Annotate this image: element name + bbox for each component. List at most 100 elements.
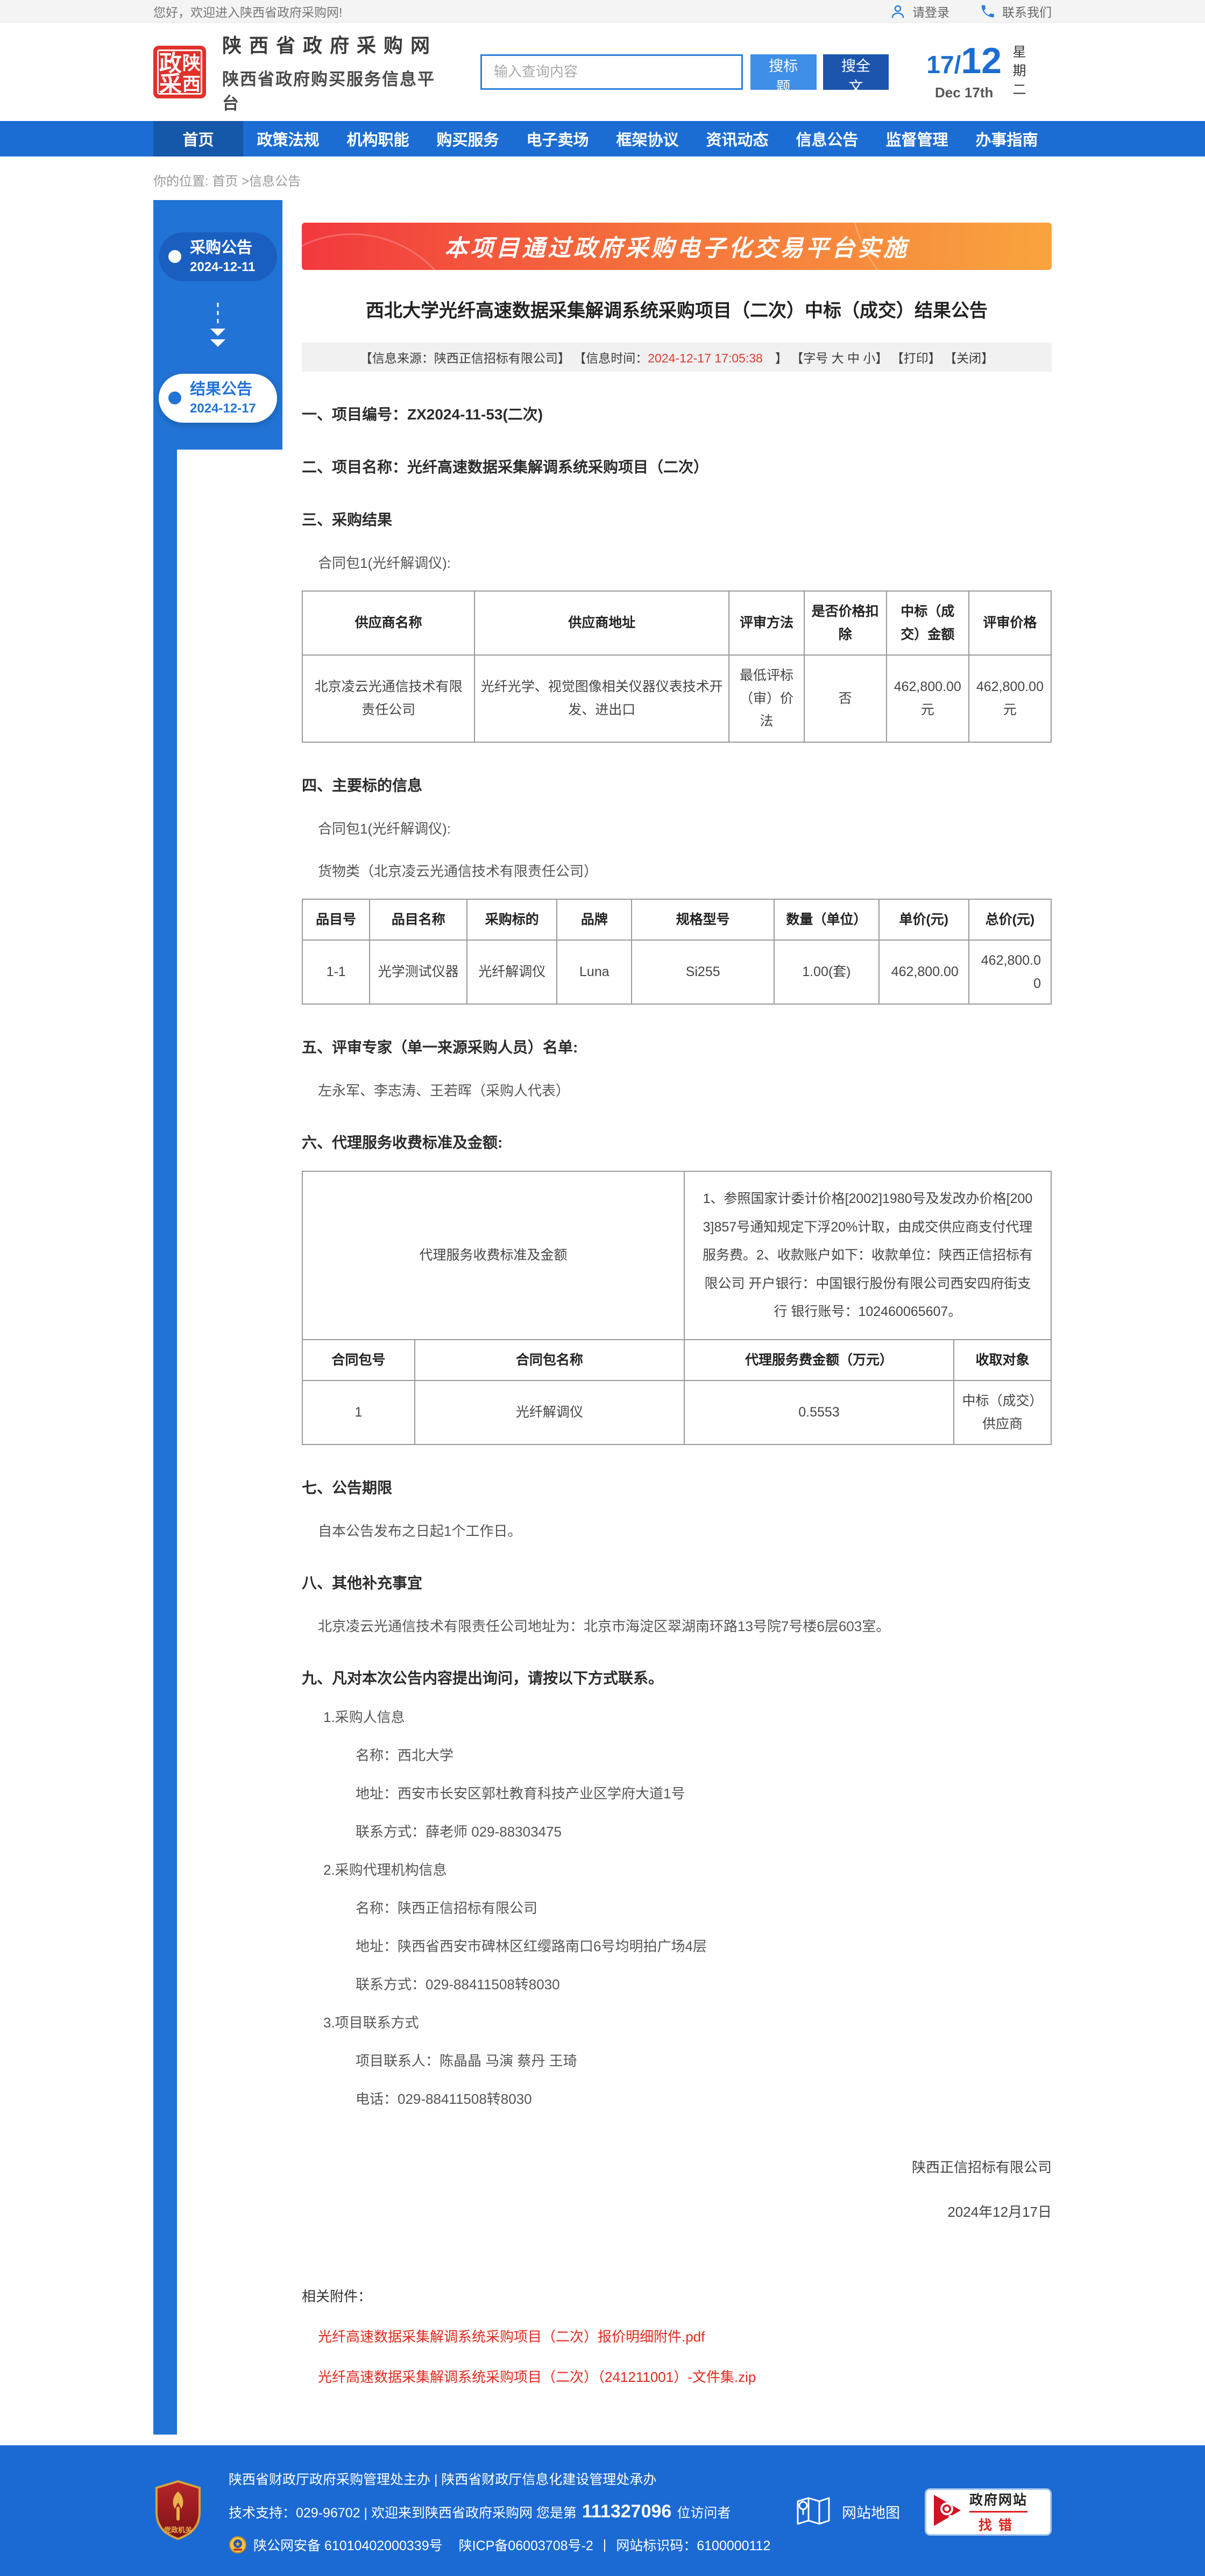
quantity-cell: 1.00(套) <box>773 940 880 1005</box>
close-button[interactable]: 【关闭】 <box>944 351 994 365</box>
article: 本项目通过政府采购电子化交易平台实施 西北大学光纤高速数据采集解调系统采购项目（… <box>301 200 1052 2435</box>
column-header: 数量（单位） <box>773 898 880 941</box>
print-button[interactable]: 【打印】 <box>891 351 941 365</box>
page-title: 西北大学光纤高速数据采集解调系统采购项目（二次）中标（成交）结果公告 <box>366 301 988 321</box>
fontsize-medium-button[interactable]: 中 <box>847 351 860 365</box>
column-header: 代理服务费金额（万元） <box>683 1339 955 1381</box>
section-8-text: 北京凌云光通信技术有限责任公司地址为：北京市海淀区翠湖南环路13号院7号楼6层6… <box>318 1618 890 1634</box>
nav-item-news[interactable]: 资讯动态 <box>706 132 769 149</box>
meta-time-suffix: 】 <box>762 351 788 365</box>
section-9-contact: 九、凡对本次公告内容提出询问，请按以下方式联系。 <box>302 1670 664 1687</box>
attachments-label: 相关附件： <box>302 2288 372 2304</box>
timeline-dot <box>168 392 181 405</box>
signature-block: 陕西正信招标有限公司 2024年12月17日 <box>302 2157 1052 2221</box>
nav-item-emall[interactable]: 电子卖场 <box>526 132 589 149</box>
meta-time-prefix: 【信息时间： <box>573 351 648 365</box>
attachment-pdf-link[interactable]: 光纤高速数据采集解调系统采购项目（二次）报价明细附件.pdf <box>318 2329 705 2345</box>
fontsize-label: 【字号 <box>791 351 828 365</box>
nav-item-policies[interactable]: 政策法规 <box>257 132 320 149</box>
package-no-cell: 1 <box>302 1380 415 1445</box>
column-header: 收取对象 <box>953 1339 1052 1381</box>
site-titles: 陕西省政府采购网 陕西省政府购买服务信息平台 <box>222 30 448 114</box>
items-table: 品目号 品目名称 采购标的 品牌 规格型号 数量（单位） 单价(元) 总价(元)… <box>301 898 1052 1005</box>
logo-char: 西 <box>182 74 201 95</box>
project-phone: 电话：029-88411508转8030 <box>356 2091 532 2107</box>
map-icon <box>796 2494 831 2530</box>
supplier-name-cell: 北京凌云光通信技术有限责任公司 <box>301 654 476 743</box>
gongan-beian-link[interactable]: 陕公网安备 61010402000339号 <box>253 2538 443 2553</box>
timeline-arrow-down-icon <box>153 281 282 374</box>
sidebar-item-title: 结果公告 <box>190 380 253 398</box>
date-month: 12 <box>961 40 1002 81</box>
package-name-cell: 光纤解调仪 <box>414 1380 685 1445</box>
welcome-text: 您好，欢迎进入陕西省政府采购网! <box>153 5 343 19</box>
table-row: 北京凌云光通信技术有限责任公司 光纤光学、视觉图像相关仪器仪表技术开发、进出口 … <box>301 654 1052 743</box>
buyer-contact: 联系方式：薛老师 029-88303475 <box>356 1824 562 1840</box>
model-cell: Si255 <box>631 940 775 1005</box>
breadcrumb: 你的位置: 首页 >信息公告 <box>153 156 1052 200</box>
fontsize-label-end: 】 <box>875 351 888 365</box>
breadcrumb-current-link[interactable]: 信息公告 <box>249 174 301 189</box>
badge-line1: 政府网站 <box>969 2489 1028 2513</box>
logo-char: 陕 <box>182 53 201 74</box>
party-gov-emblem-icon: 党政机关 <box>153 2480 203 2544</box>
search-box: 搜标题 搜全文 <box>480 54 889 95</box>
gongan-badge-icon <box>229 2536 247 2554</box>
breadcrumb-separator: > <box>242 174 250 189</box>
fontsize-small-button[interactable]: 小 <box>863 351 876 365</box>
sidebar-item-result-announcement[interactable]: 结果公告 2024-12-17 <box>159 373 277 423</box>
column-header: 是否价格扣除 <box>803 590 887 656</box>
meta-source: 【信息来源：陕西正信招标有限公司】 <box>359 351 570 365</box>
result-table: 供应商名称 供应商地址 评审方法 是否价格扣除 中标（成交）金额 评审价格 北京… <box>301 590 1052 743</box>
nav-item-supervision[interactable]: 监督管理 <box>885 132 948 149</box>
timeline-sidebar: 采购公告 2024-12-11 结果公告 2024-12-17 <box>153 200 282 2435</box>
nav-item-home[interactable]: 首页 <box>153 121 243 156</box>
gov-site-error-report-badge[interactable]: 政府网站 找错 <box>925 2488 1052 2536</box>
section-4-subject-info: 四、主要标的信息 <box>302 777 423 794</box>
contact-link[interactable]: 联系我们 <box>980 2 1052 20</box>
buyer-address: 地址：西安市长安区郭杜教育科技产业区学府大道1号 <box>356 1785 685 1802</box>
search-input[interactable] <box>480 54 743 90</box>
user-icon <box>890 3 906 19</box>
fontsize-large-button[interactable]: 大 <box>831 351 844 365</box>
icp-beian-link[interactable]: 陕ICP备06003708号-2 <box>458 2538 593 2553</box>
nav-item-functions[interactable]: 机构职能 <box>346 132 409 149</box>
site-logo[interactable]: 政 陕 采 西 <box>153 45 206 98</box>
search-title-button[interactable]: 搜标题 <box>750 54 817 95</box>
column-header: 供应商地址 <box>474 590 730 656</box>
site-name: 陕西省政府采购网 <box>222 34 438 56</box>
content-area: 采购公告 2024-12-11 结果公告 2024-12-17 <box>153 200 1052 2435</box>
column-header: 采购标的 <box>466 898 558 941</box>
site-code: 网站标识码：6100000112 <box>616 2538 771 2553</box>
site-header: 政 陕 采 西 陕西省政府采购网 陕西省政府购买服务信息平台 搜标题 搜全文 1… <box>0 23 1205 121</box>
sidebar-item-title: 采购公告 <box>190 239 253 257</box>
review-method-cell: 最低评标（审）价法 <box>728 654 805 743</box>
nav-item-purchase-services[interactable]: 购买服务 <box>436 132 499 149</box>
sitemap-label: 网站地图 <box>842 2505 900 2521</box>
attachment-zip-link[interactable]: 光纤高速数据采集解调系统采购项目（二次）（241211001）-文件集.zip <box>318 2369 756 2385</box>
column-header: 供应商名称 <box>301 590 476 656</box>
nav-item-framework[interactable]: 框架协议 <box>616 132 679 149</box>
nav-item-announcements[interactable]: 信息公告 <box>796 132 859 149</box>
column-header: 品牌 <box>556 898 633 941</box>
sidebar-item-purchase-announcement[interactable]: 采购公告 2024-12-11 <box>159 232 277 281</box>
banner-text: 本项目通过政府采购电子化交易平台实施 <box>444 236 909 261</box>
section-1-project-number: 一、项目编号：ZX2024-11-53(二次) <box>302 406 543 423</box>
top-utility-bar: 您好，欢迎进入陕西省政府采购网! 请登录 联系我们 <box>0 0 1205 23</box>
sitemap-link[interactable]: 网站地图 <box>796 2494 900 2530</box>
buyer-name: 名称：西北大学 <box>356 1747 454 1763</box>
login-link[interactable]: 请登录 <box>890 2 949 20</box>
footer-support: 技术支持：029-96702 | 欢迎来到陕西省政府采购网 您是第 <box>229 2505 577 2521</box>
footer-right: 网站地图 政府网站 找错 <box>796 2488 1052 2536</box>
date-day: 17/ <box>926 51 961 79</box>
agency-address: 地址：陕西省西安市碑林区红缨路南口6号均明拍广场4层 <box>356 1938 707 1954</box>
column-header: 评审价格 <box>968 590 1052 656</box>
topbar-actions: 请登录 联系我们 <box>890 2 1052 20</box>
nav-item-guide[interactable]: 办事指南 <box>975 132 1038 149</box>
subject-cell: 光纤解调仪 <box>466 940 558 1005</box>
breadcrumb-home-link[interactable]: 首页 <box>212 174 238 189</box>
logo-char: 采 <box>159 72 182 97</box>
total-price-cell: 462,800.00 <box>968 940 1052 1005</box>
footer-text: 陕西省财政厅政府采购管理处主办 | 陕西省财政厅信息化建设管理处承办 技术支持：… <box>229 2469 770 2554</box>
search-fulltext-button[interactable]: 搜全文 <box>823 54 889 95</box>
